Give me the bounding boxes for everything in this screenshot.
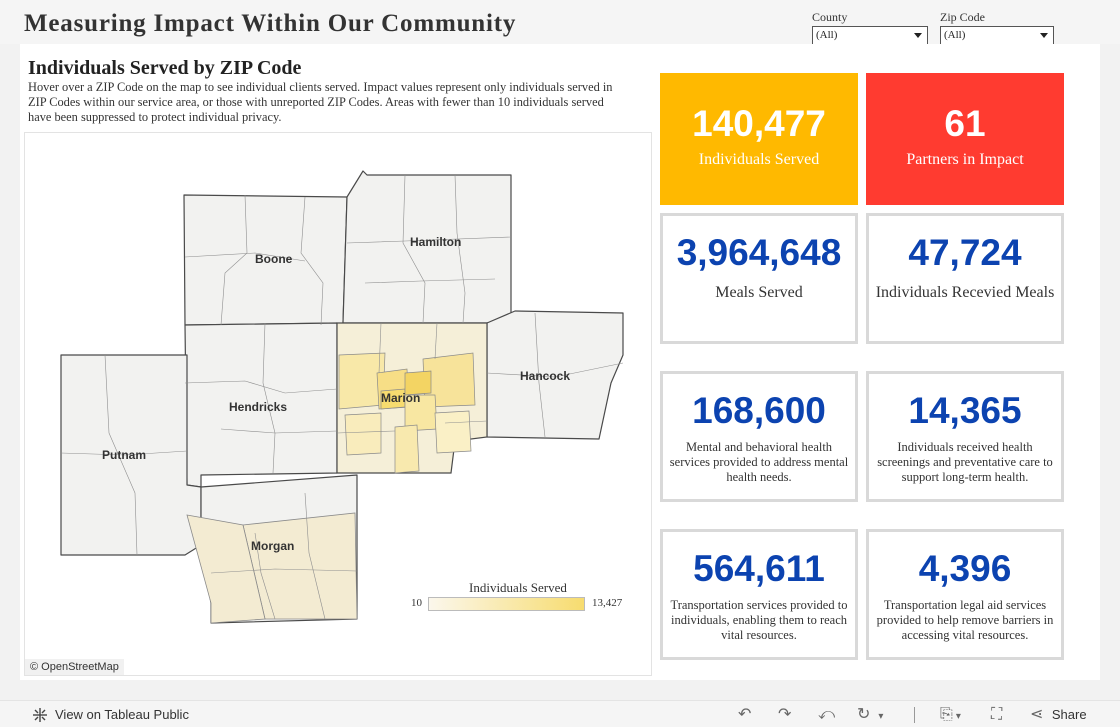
county-label: Hendricks xyxy=(229,400,288,414)
kpi-meals-served: 3,964,648 Meals Served xyxy=(660,213,858,344)
fullscreen-icon: ⛶ xyxy=(991,706,1003,723)
legend-min: 10 xyxy=(411,597,422,609)
redo-button[interactable]: ↷ xyxy=(778,705,791,725)
county-label: Morgan xyxy=(251,539,295,553)
chevron-down-icon: ▾ xyxy=(955,711,961,722)
view-on-tableau-public-link[interactable]: View on Tableau Public xyxy=(32,705,202,725)
county-label: Putnam xyxy=(102,448,147,462)
kpi-value: 140,477 xyxy=(692,103,826,144)
kpi-value: 61 xyxy=(944,103,986,144)
zip-area xyxy=(344,412,382,456)
share-icon: ⋖ xyxy=(1030,706,1044,723)
county-label: Boone xyxy=(255,252,293,266)
kpi-label: Individuals Recevied Meals xyxy=(875,284,1055,301)
osm-credit[interactable]: © OpenStreetMap xyxy=(25,659,124,675)
kpi-description: Transportation legal aid services provid… xyxy=(876,598,1054,642)
dashboard-title: Measuring Impact Within Our Community xyxy=(24,10,517,37)
county-filter-label: County xyxy=(812,10,848,24)
kpi-value: 564,611 xyxy=(693,548,825,589)
kpi-description: Individuals received health screenings a… xyxy=(877,440,1053,484)
kpi-transportation-services: 564,611 Transportation services provided… xyxy=(660,529,858,660)
tableau-logo-icon xyxy=(33,708,47,722)
county-label: Hancock xyxy=(520,369,571,383)
county-label: Hamilton xyxy=(410,235,462,249)
county-label: Marion xyxy=(381,391,421,405)
revert-button[interactable]: ⤺ xyxy=(818,705,835,725)
fullscreen-button[interactable]: ⛶ xyxy=(991,705,1002,725)
zip-area xyxy=(186,514,266,624)
kpi-individuals-served: 140,477 Individuals Served xyxy=(660,73,858,205)
zip-filter-label: Zip Code xyxy=(940,10,985,24)
tableau-toolbar: View on Tableau Public ↶ ↷ ⤺ ↻ ▾ ⎘ ▾ ⛶ ⋖ S… xyxy=(0,700,1120,727)
kpi-transportation-legal-aid: 4,396 Transportation legal aid services … xyxy=(866,529,1064,660)
map-title: Individuals Served by ZIP Code xyxy=(28,57,302,79)
zip-area xyxy=(404,370,432,396)
undo-button[interactable]: ↶ xyxy=(738,705,751,725)
share-button[interactable]: ⋖ Share xyxy=(1030,705,1090,725)
zip-code-map[interactable]: Boone Hamilton Hancock Hendricks Marion … xyxy=(24,132,652,676)
view-on-tableau-public-label: View on Tableau Public xyxy=(55,707,189,722)
county-select[interactable]: (All) xyxy=(812,26,928,45)
header-bar xyxy=(0,0,1120,44)
kpi-health-screenings: 14,365 Individuals received health scree… xyxy=(866,371,1064,502)
kpi-label: Partners in Impact xyxy=(906,151,1024,168)
zip-select-value: (All) xyxy=(944,29,966,41)
kpi-description: Mental and behavioral health services pr… xyxy=(669,440,849,484)
redo-icon: ↷ xyxy=(778,706,792,723)
kpi-individuals-received-meals: 47,724 Individuals Recevied Meals xyxy=(866,213,1064,344)
refresh-icon: ↻ xyxy=(857,706,871,723)
revert-icon: ⤺ xyxy=(818,706,836,723)
legend-max: 13,427 xyxy=(592,597,623,609)
kpi-description: Transportation services provided to indi… xyxy=(670,598,848,642)
chevron-down-icon xyxy=(1040,33,1048,38)
download-icon: ⎘ xyxy=(940,706,953,723)
chevron-down-icon: ▾ xyxy=(878,711,884,722)
kpi-value: 3,964,648 xyxy=(676,232,842,273)
county-select-value: (All) xyxy=(816,29,838,41)
map-description: Hover over a ZIP Code on the map to see … xyxy=(28,80,613,124)
zip-filter: Zip Code (All) xyxy=(940,10,1054,45)
chevron-down-icon xyxy=(914,33,922,38)
zip-area xyxy=(394,424,420,474)
toolbar-divider xyxy=(914,707,915,723)
refresh-button[interactable]: ↻ ▾ xyxy=(857,705,883,725)
kpi-label: Meals Served xyxy=(715,284,803,301)
county-filter: County (All) xyxy=(812,10,928,45)
county-hancock xyxy=(486,310,624,440)
kpi-label: Individuals Served xyxy=(698,151,820,168)
kpi-value: 168,600 xyxy=(692,390,826,431)
map-svg[interactable] xyxy=(25,133,652,676)
kpi-mental-health-services: 168,600 Mental and behavioral health ser… xyxy=(660,371,858,502)
download-button[interactable]: ⎘ ▾ xyxy=(940,705,961,725)
kpi-partners-in-impact: 61 Partners in Impact xyxy=(866,73,1064,205)
zip-select[interactable]: (All) xyxy=(940,26,1054,45)
share-label: Share xyxy=(1051,707,1087,722)
kpi-value: 4,396 xyxy=(918,548,1012,589)
legend-gradient xyxy=(428,597,585,611)
kpi-value: 14,365 xyxy=(908,390,1022,431)
undo-icon: ↶ xyxy=(738,706,752,723)
zip-area xyxy=(434,410,472,454)
kpi-value: 47,724 xyxy=(908,232,1022,273)
legend-title: Individuals Served xyxy=(469,580,567,595)
